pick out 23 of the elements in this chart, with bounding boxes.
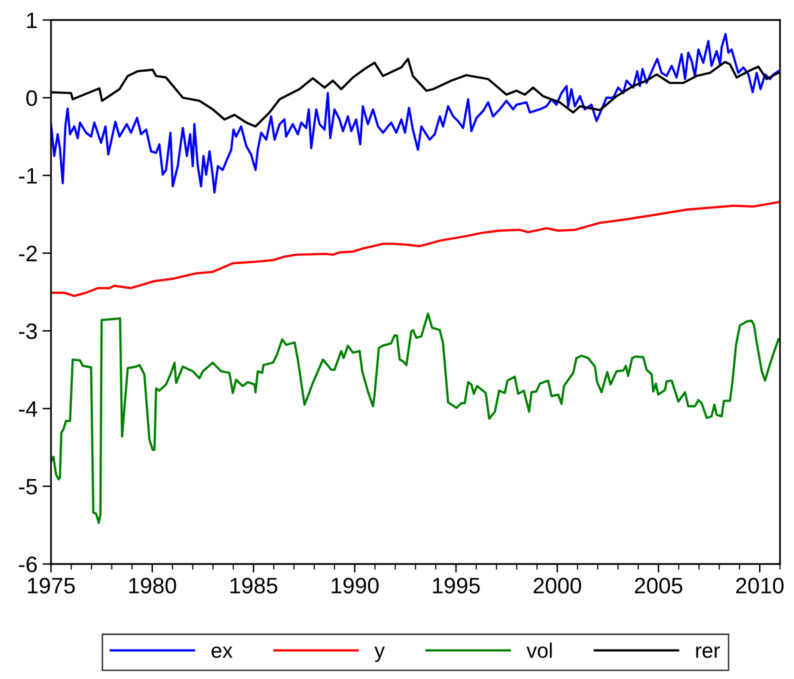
line-series xyxy=(51,200,780,297)
line-series xyxy=(51,312,780,524)
x-tick-label: 1980 xyxy=(129,578,176,594)
x-tick-label: 2005 xyxy=(634,578,682,594)
legend-label: vol xyxy=(526,642,552,658)
y-tick-label: -1 xyxy=(19,168,37,184)
y-tick-label: -5 xyxy=(19,479,37,495)
x-tick-label: 1985 xyxy=(230,578,278,594)
line-series xyxy=(51,32,780,194)
x-tick-label: 1990 xyxy=(332,578,379,594)
legend-label: rer xyxy=(696,646,720,658)
y-tick-label: -4 xyxy=(19,401,38,417)
y-tick-label: -3 xyxy=(19,323,37,340)
x-tick-label: 2000 xyxy=(534,578,582,594)
y-tick-label: -2 xyxy=(19,246,37,262)
x-tick-label: 1975 xyxy=(28,578,75,594)
x-tick-label: 2010 xyxy=(736,578,784,594)
y-tick-label: 0 xyxy=(26,90,37,106)
y-tick-label: -6 xyxy=(19,556,37,572)
legend-label: ex xyxy=(212,646,233,658)
y-tick-label: 1 xyxy=(27,12,37,28)
legend-label: y xyxy=(374,646,385,662)
x-tick-label: 1995 xyxy=(432,578,480,594)
